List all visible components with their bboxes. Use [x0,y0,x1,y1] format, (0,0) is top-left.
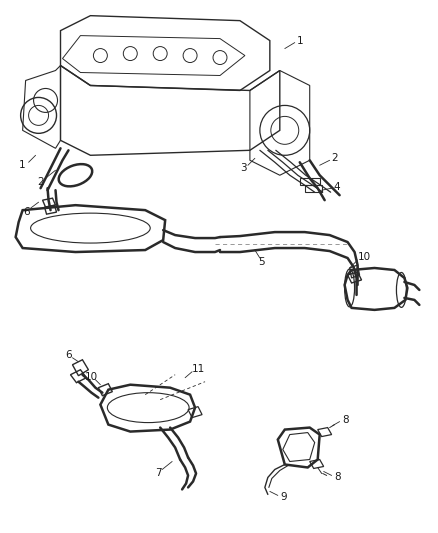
Text: 8: 8 [334,472,341,482]
Text: 5: 5 [258,257,265,267]
Text: 3: 3 [240,163,247,173]
Text: 7: 7 [155,469,162,479]
Text: 6: 6 [65,350,72,360]
Text: 6: 6 [23,207,30,217]
Text: 2: 2 [331,154,338,163]
Text: 8: 8 [342,415,349,425]
Text: 1: 1 [19,160,26,170]
Text: 9: 9 [280,492,287,503]
Text: 10: 10 [358,252,371,262]
Text: 4: 4 [333,182,340,192]
Text: 10: 10 [85,372,98,382]
Text: 11: 11 [191,364,205,374]
Text: 1: 1 [297,36,303,46]
Text: 2: 2 [37,177,44,187]
